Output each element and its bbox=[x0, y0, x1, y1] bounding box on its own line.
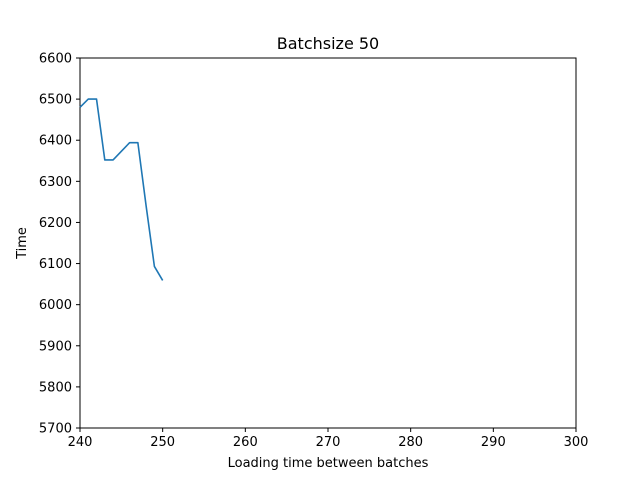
x-tick-label: 260 bbox=[233, 435, 258, 450]
y-axis: 5700 5800 5900 6000 6100 6200 6300 6400 6500 6600 bbox=[39, 52, 80, 437]
y-tick-label: 6500 bbox=[39, 93, 72, 108]
y-tick-label: 5900 bbox=[39, 339, 72, 354]
chart-title: Batchsize 50 bbox=[277, 34, 379, 53]
y-tick-label: 6100 bbox=[39, 257, 72, 272]
x-tick-label: 240 bbox=[68, 435, 93, 450]
y-tick-label: 6600 bbox=[39, 52, 72, 67]
x-axis-label: Loading time between batches bbox=[228, 456, 429, 471]
x-axis: 240 250 260 270 280 290 300 bbox=[68, 428, 589, 450]
x-tick-label: 280 bbox=[398, 435, 423, 450]
x-tick-label: 300 bbox=[564, 435, 589, 450]
y-tick-label: 6300 bbox=[39, 175, 72, 190]
y-tick-label: 5700 bbox=[39, 422, 72, 437]
y-tick-label: 6000 bbox=[39, 298, 72, 313]
series-line bbox=[79, 98, 164, 281]
x-tick-label: 270 bbox=[316, 435, 341, 450]
series-layer bbox=[79, 98, 164, 281]
x-tick-label: 250 bbox=[150, 435, 175, 450]
y-axis-label: Time bbox=[15, 227, 30, 260]
y-tick-label: 6200 bbox=[39, 216, 72, 231]
x-tick-label: 290 bbox=[481, 435, 506, 450]
y-tick-label: 6400 bbox=[39, 134, 72, 149]
y-tick-label: 5800 bbox=[39, 380, 72, 395]
